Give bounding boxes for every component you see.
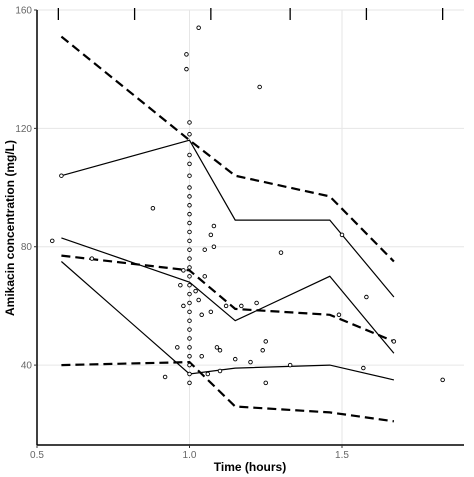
solid-series-line [61,139,395,298]
observation-point [214,345,220,350]
observation-point [187,173,192,178]
observation-point [211,223,217,229]
observation-point [193,288,198,294]
axes [34,9,464,448]
observation-point [187,274,192,279]
observation-point [187,211,192,217]
x-tick-label: 0.5 [30,450,44,461]
y-tick-label: 160 [15,6,32,17]
observation-point [217,368,223,374]
dashed-series-line [61,254,395,343]
series-lines [60,35,395,423]
observation-point [361,365,366,371]
x-axis-title: Time (hours) [214,460,286,474]
observation-point [187,380,192,386]
observation-point [208,232,214,238]
observation-point [257,84,262,90]
observation-point [205,371,211,377]
top-rug-ticks [57,8,444,20]
observation-point [202,247,207,252]
observation-point [199,312,204,318]
solid-series-line [61,261,395,381]
observation-point [187,291,192,297]
observation-point [278,250,284,255]
observation-point [178,282,183,288]
observation-point [184,66,189,72]
observation-point [339,232,345,238]
solid-series-line [61,237,395,354]
observation-point [162,374,168,380]
observation-point [187,300,192,306]
observation-point [181,268,186,273]
observation-point [187,194,192,199]
y-tick-label: 40 [21,361,33,372]
tick-labels: 40 80 120 160 0.5 1.0 1.5 [15,6,349,462]
observation-point [223,303,229,309]
observation-point [336,312,342,318]
observation-point [187,371,192,377]
x-tick-label: 1.5 [335,450,349,461]
observation-point [187,309,192,315]
observation-point [196,25,201,31]
observation-point [248,359,253,365]
grid-lines [36,9,464,445]
observation-point [263,339,269,344]
observation-point [187,362,192,368]
observation-point [175,345,180,350]
observation-point [187,318,192,323]
observation-point [260,348,265,353]
observation-point [187,282,192,288]
observation-point [187,161,192,167]
observation-point [187,238,192,244]
observation-point [150,206,156,211]
observation-point [287,362,293,368]
y-tick-label: 120 [15,124,32,135]
observation-point [187,203,192,208]
dashed-series-line [61,360,395,423]
observation-point [254,300,259,306]
y-axis-title: Amikacin concentration (mg/L) [3,140,17,316]
observation-point [263,380,269,386]
observation-point [187,265,192,270]
observation-point [59,173,64,178]
observation-points [50,25,445,386]
dashed-series-line [60,35,395,263]
observation-point [187,120,192,125]
observation-point [187,345,192,350]
observation-point [208,309,214,315]
observation-point [196,297,201,303]
observation-point [187,152,192,158]
observation-point [187,353,192,359]
observation-point [199,353,204,359]
observation-point [239,303,244,309]
observation-point [364,294,369,300]
observation-point [202,274,207,279]
observation-point [89,256,95,261]
observation-point [187,327,192,332]
observation-point [187,336,192,341]
y-tick-label: 80 [21,242,33,253]
observation-point [187,220,192,226]
observation-point [211,244,217,249]
observation-point [217,348,223,353]
observation-point [181,303,186,309]
observation-point [391,339,397,344]
observation-point [440,377,445,383]
observation-point [184,52,189,57]
observation-point [187,256,192,261]
x-tick-label: 1.0 [183,450,197,461]
observation-point [50,238,55,244]
observation-point [232,356,238,362]
observation-point [187,247,192,252]
observation-point [187,185,192,190]
observation-point [187,229,192,235]
observation-point [187,132,192,137]
